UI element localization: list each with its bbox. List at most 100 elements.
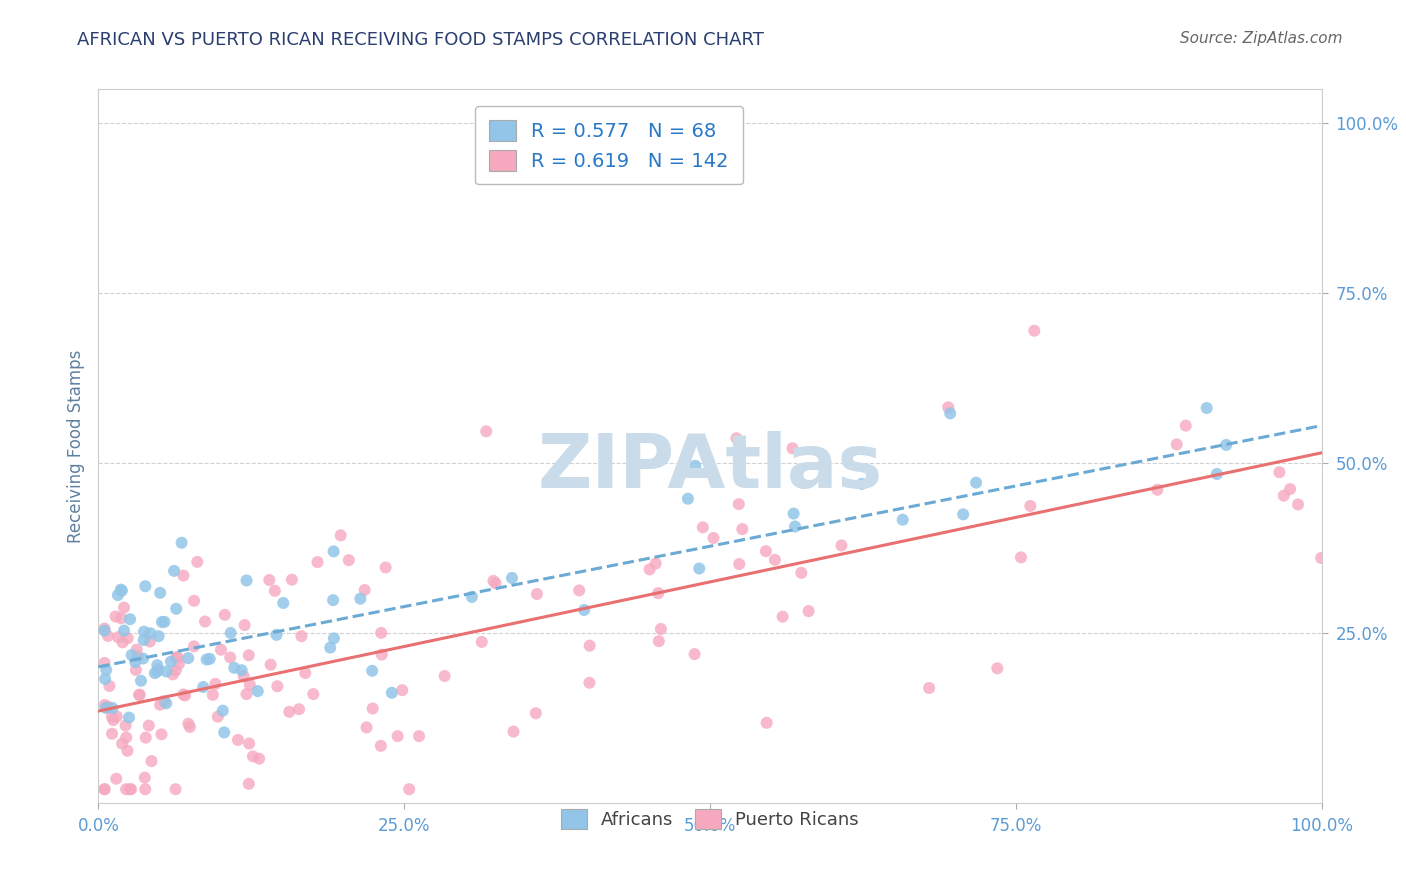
Point xyxy=(259,657,281,672)
Point xyxy=(371,648,394,662)
Point xyxy=(952,508,974,522)
Point xyxy=(162,667,184,681)
Point xyxy=(1195,401,1218,415)
Point xyxy=(132,651,155,665)
Point xyxy=(374,560,396,574)
Point xyxy=(755,544,778,558)
Point xyxy=(728,557,751,571)
Point xyxy=(114,718,136,732)
Point xyxy=(128,688,150,702)
Point xyxy=(172,568,194,582)
Point xyxy=(165,601,187,615)
Point xyxy=(232,669,254,683)
Point xyxy=(263,583,285,598)
Point xyxy=(322,632,344,646)
Point xyxy=(891,513,914,527)
Point xyxy=(782,442,804,456)
Point xyxy=(93,782,115,797)
Point xyxy=(725,431,748,445)
Point xyxy=(209,642,232,657)
Point xyxy=(294,665,316,680)
Point xyxy=(226,733,249,747)
Point xyxy=(172,688,194,702)
Point xyxy=(166,650,188,665)
Point xyxy=(361,664,384,678)
Point xyxy=(167,657,190,671)
Point xyxy=(107,630,129,644)
Point xyxy=(235,687,257,701)
Point xyxy=(170,535,193,549)
Point xyxy=(124,655,146,669)
Point xyxy=(370,626,392,640)
Text: ZIPAtlas: ZIPAtlas xyxy=(537,431,883,504)
Point xyxy=(353,582,375,597)
Point xyxy=(790,566,813,580)
Point xyxy=(101,727,124,741)
Point xyxy=(688,561,710,575)
Point xyxy=(683,458,706,473)
Point xyxy=(433,669,456,683)
Point xyxy=(165,663,187,677)
Point xyxy=(146,665,169,679)
Point xyxy=(150,727,173,741)
Point xyxy=(194,615,217,629)
Point xyxy=(207,709,229,723)
Point xyxy=(568,583,591,598)
Point xyxy=(1268,465,1291,479)
Point xyxy=(125,642,148,657)
Point xyxy=(155,665,177,679)
Point xyxy=(370,739,392,753)
Point xyxy=(307,555,329,569)
Point xyxy=(281,573,304,587)
Point xyxy=(939,406,962,420)
Point xyxy=(94,698,117,712)
Point xyxy=(211,704,233,718)
Point xyxy=(96,701,118,715)
Point xyxy=(408,729,430,743)
Point xyxy=(93,656,115,670)
Point xyxy=(146,658,169,673)
Point xyxy=(830,538,852,552)
Point xyxy=(149,586,172,600)
Point xyxy=(475,425,498,439)
Point xyxy=(115,782,138,797)
Point xyxy=(183,640,205,654)
Point xyxy=(246,684,269,698)
Point xyxy=(238,737,260,751)
Point xyxy=(271,596,294,610)
Point xyxy=(219,626,242,640)
Point xyxy=(132,624,155,639)
Point xyxy=(986,661,1008,675)
Point xyxy=(117,744,139,758)
Point xyxy=(936,401,959,415)
Point xyxy=(676,491,699,506)
Point xyxy=(578,639,600,653)
Point xyxy=(319,640,342,655)
Point xyxy=(290,629,312,643)
Point xyxy=(94,700,117,714)
Point xyxy=(1024,324,1046,338)
Point xyxy=(1010,550,1032,565)
Point xyxy=(135,731,157,745)
Point xyxy=(731,522,754,536)
Point xyxy=(650,622,672,636)
Point xyxy=(149,698,172,712)
Point xyxy=(526,587,548,601)
Point xyxy=(101,701,124,715)
Point xyxy=(361,701,384,715)
Point xyxy=(94,672,117,686)
Point xyxy=(683,647,706,661)
Point xyxy=(153,694,176,708)
Point xyxy=(572,603,595,617)
Point xyxy=(224,661,246,675)
Point xyxy=(93,782,115,797)
Point xyxy=(160,655,183,669)
Point xyxy=(235,574,257,588)
Point xyxy=(391,683,413,698)
Point xyxy=(772,609,794,624)
Point xyxy=(115,731,138,745)
Point xyxy=(177,651,200,665)
Point xyxy=(112,624,135,638)
Point xyxy=(337,553,360,567)
Point xyxy=(322,544,344,558)
